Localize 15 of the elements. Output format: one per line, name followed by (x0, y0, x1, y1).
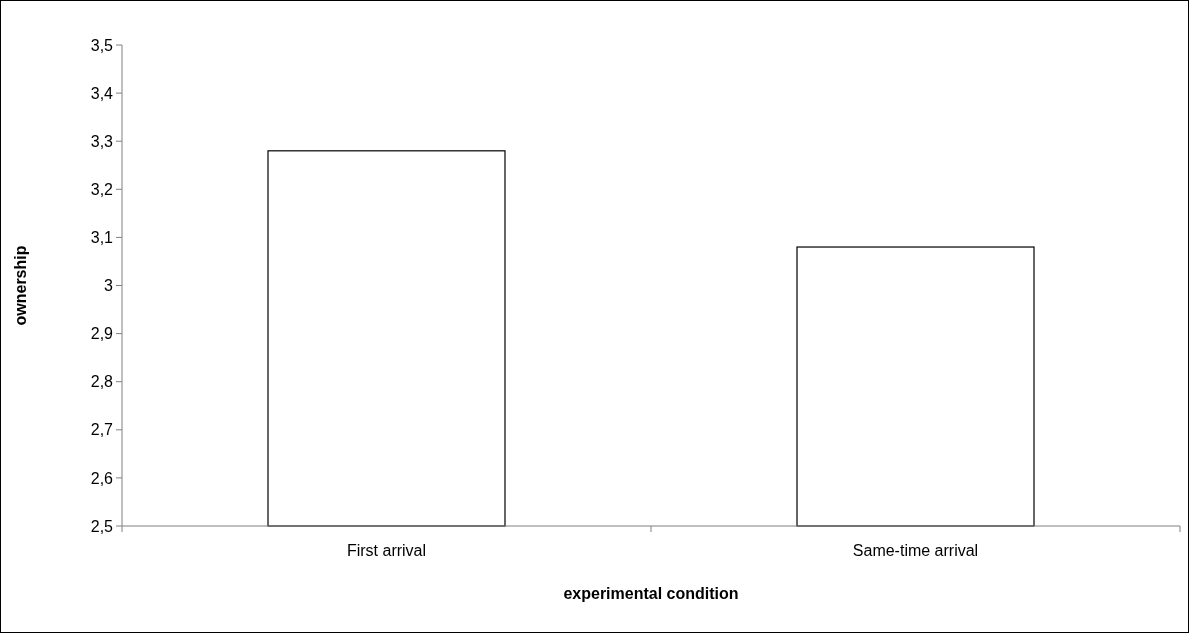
y-tick-label: 3,5 (90, 36, 114, 54)
y-tick-label: 2,8 (90, 373, 114, 391)
y-axis-title: ownership (12, 245, 29, 326)
y-tick-label: 3,1 (90, 229, 114, 246)
y-tick-label: 3,2 (90, 180, 114, 198)
y-tick-label: 2,6 (90, 469, 114, 487)
y-tick-label: 2,9 (90, 325, 114, 343)
y-tick-label: 2,5 (90, 517, 114, 535)
x-tick-label: Same-time arrival (852, 542, 979, 559)
y-tick-label: 3 (104, 277, 114, 295)
y-tick-label: 3,4 (90, 84, 114, 102)
y-tick-label: 2,7 (90, 421, 114, 439)
x-tick-label: First arrival (346, 542, 427, 559)
y-tick-label: 3,3 (90, 132, 114, 150)
x-axis-title: experimental condition (563, 585, 739, 602)
